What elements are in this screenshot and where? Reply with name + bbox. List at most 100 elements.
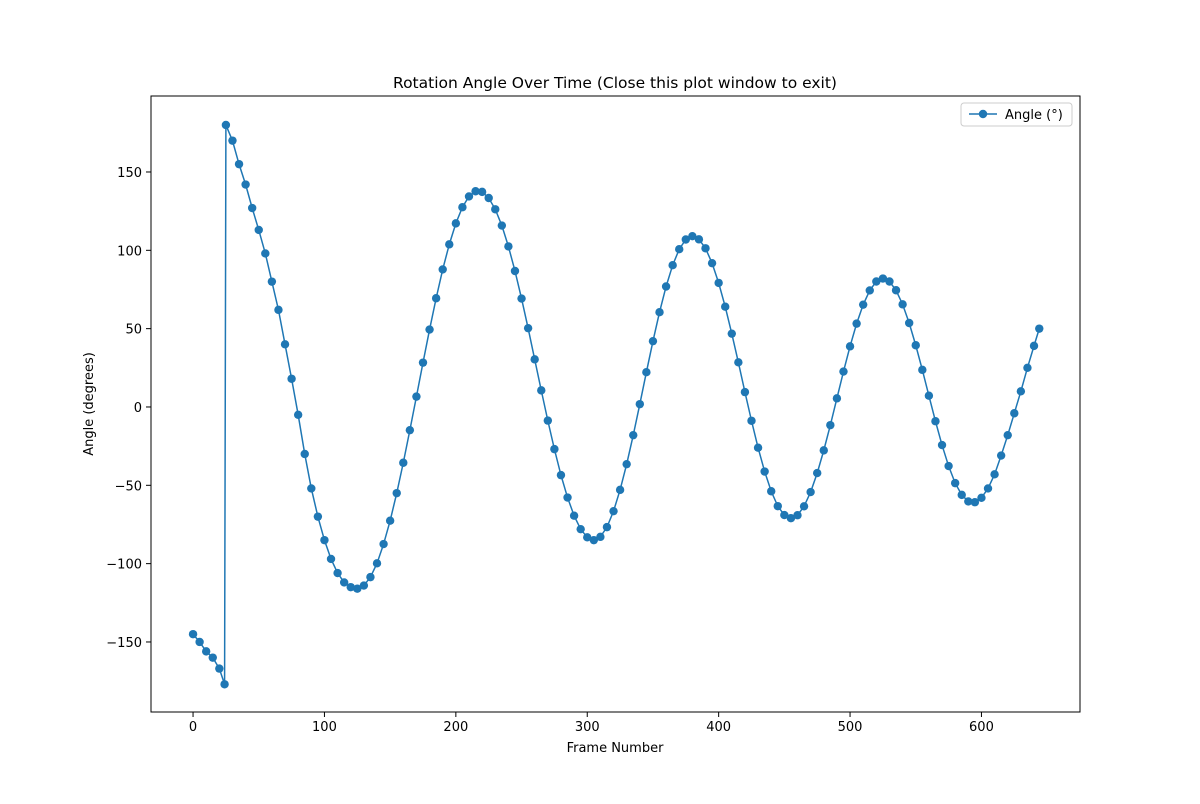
data-point (1035, 324, 1044, 333)
data-point (819, 446, 828, 455)
x-tick-label: 100 (312, 720, 337, 735)
data-point (786, 514, 796, 523)
data-point (392, 488, 401, 498)
data-point (1016, 387, 1026, 396)
x-tick-label: 600 (969, 720, 994, 735)
data-point (188, 629, 198, 639)
data-point (510, 266, 520, 276)
data-point (812, 468, 822, 478)
data-point (747, 416, 756, 425)
data-point (924, 391, 934, 400)
data-point (576, 524, 585, 534)
x-tick-label: 400 (706, 720, 731, 735)
data-point (668, 260, 677, 270)
data-point (865, 286, 874, 295)
data-point (898, 300, 907, 309)
data-point (366, 572, 375, 582)
data-point (458, 203, 467, 212)
data-point (484, 193, 493, 203)
data-point (740, 387, 750, 397)
data-point (1010, 409, 1019, 418)
data-point (425, 325, 434, 334)
data-point (799, 502, 809, 511)
data-point (201, 647, 211, 656)
data-point (839, 367, 848, 376)
data-point (195, 637, 204, 647)
data-point (872, 277, 881, 286)
data-point (550, 444, 559, 454)
data-point (602, 522, 612, 532)
data-point (537, 386, 546, 395)
data-point (885, 277, 894, 286)
y-tick-label: 0 (134, 401, 142, 416)
data-point (767, 487, 776, 496)
data-point (215, 664, 224, 673)
data-point (661, 282, 671, 291)
data-point (701, 244, 710, 253)
x-tick-label: 500 (838, 720, 863, 735)
data-point (642, 367, 651, 377)
data-point (287, 374, 296, 383)
data-point (491, 205, 500, 214)
data-point (497, 221, 507, 230)
data-point (399, 458, 408, 467)
data-point (622, 459, 631, 469)
data-point (208, 653, 217, 662)
data-point (596, 532, 605, 542)
data-point (326, 554, 336, 564)
data-point (944, 461, 953, 471)
data-point (734, 358, 743, 367)
data-point (346, 582, 355, 592)
data-point (615, 485, 625, 495)
data-point (1023, 363, 1032, 373)
data-point (826, 420, 835, 430)
data-point (911, 341, 920, 350)
data-point (773, 501, 782, 511)
plot-frame (150, 95, 1081, 713)
data-point (471, 187, 480, 196)
data-point (970, 498, 980, 507)
data-point (707, 258, 717, 268)
data-point (563, 493, 572, 502)
data-point (418, 358, 428, 367)
data-point (228, 136, 237, 145)
data-point (780, 510, 789, 520)
data-point (320, 535, 329, 545)
data-point (904, 318, 914, 328)
data-point (996, 451, 1006, 460)
data-point (832, 394, 842, 403)
data-point (221, 120, 231, 130)
data-point (241, 180, 250, 189)
data-point (313, 512, 323, 521)
data-point (1029, 341, 1039, 351)
data-point (858, 300, 868, 309)
data-point (333, 568, 342, 578)
data-point (675, 245, 684, 254)
chart-title: Rotation Angle Over Time (Close this plo… (393, 74, 837, 92)
data-point (372, 559, 382, 568)
y-tick-label: −150 (106, 636, 142, 651)
data-point (583, 533, 592, 542)
data-point (950, 478, 960, 488)
data-point (353, 584, 362, 593)
data-point (753, 443, 763, 452)
data-point (655, 307, 664, 317)
data-point (530, 355, 539, 364)
data-point (517, 294, 526, 303)
data-point (234, 159, 244, 169)
data-point (477, 187, 487, 197)
data-point (445, 240, 454, 249)
data-point (385, 516, 395, 525)
data-point (760, 467, 769, 476)
y-tick-label: −100 (106, 558, 142, 573)
data-point (1003, 430, 1012, 440)
data-point (339, 578, 349, 587)
x-axis-label: Frame Number (567, 741, 665, 756)
data-point (359, 581, 369, 590)
data-point (464, 192, 474, 201)
y-axis-label: Angle (degrees) (82, 352, 97, 456)
data-point (267, 277, 277, 286)
data-point (918, 365, 927, 375)
data-point (688, 232, 697, 241)
